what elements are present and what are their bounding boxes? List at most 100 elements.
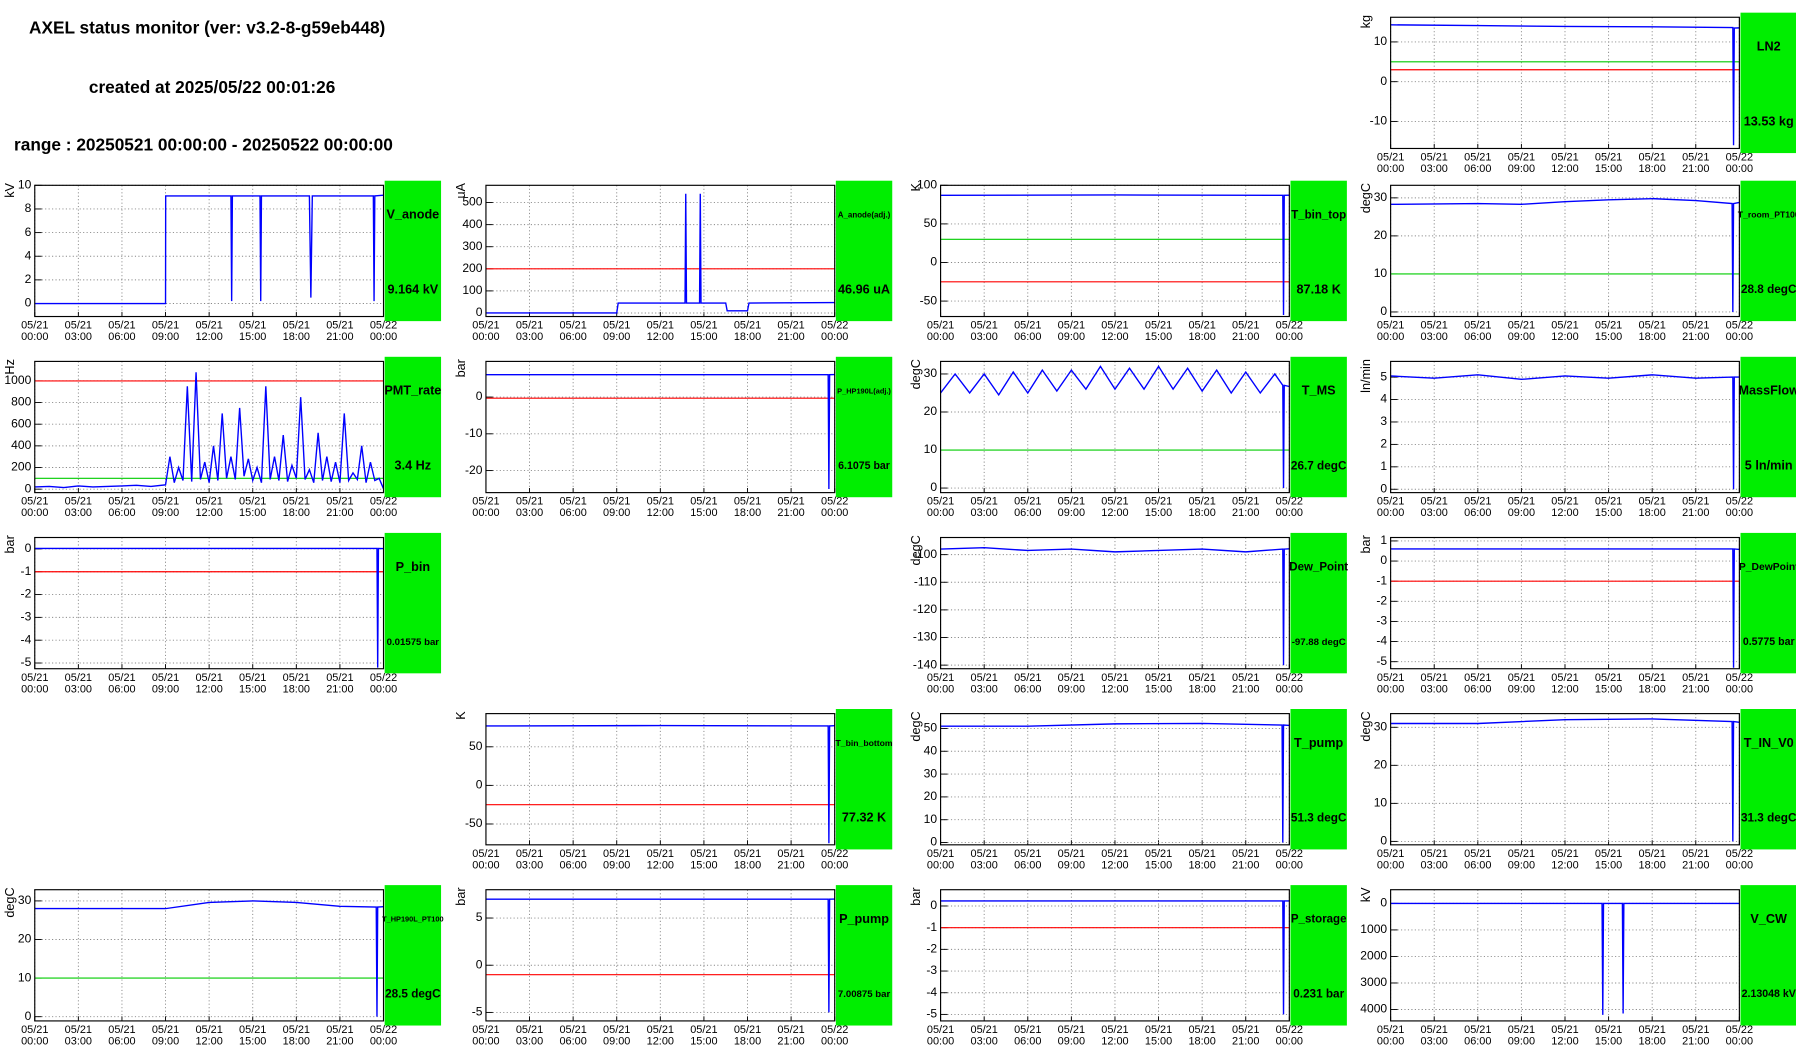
x-tick-label: 05/21 [1464, 672, 1491, 684]
x-tick-label: 05/21 [1595, 320, 1622, 332]
x-tick-label: 05/21 [927, 496, 954, 508]
x-tick-label: 05/21 [1551, 496, 1578, 508]
x-tick-label: 05/21 [472, 320, 499, 332]
x-tick-label: 05/21 [603, 1024, 630, 1036]
x-tick-label: 05/21 [516, 496, 543, 508]
x-tick-label: 05/21 [239, 320, 266, 332]
sensor-name: P_HP190L(adj.) [837, 386, 891, 395]
x-tick-label: 05/21 [927, 848, 954, 860]
y-tick-label: 0 [1380, 834, 1387, 848]
x-tick-label: 03:00 [971, 331, 998, 343]
y-tick-label: 20 [924, 404, 938, 418]
x-tick-label: 00:00 [21, 683, 48, 695]
sensor-value: 87.18 K [1297, 282, 1342, 296]
x-tick-label: 18:00 [734, 859, 761, 871]
x-tick-label: 05/22 [1726, 1024, 1753, 1036]
plot-frame [485, 184, 836, 318]
y-tick-label: 1 [1380, 459, 1387, 473]
x-tick-label: 05/21 [1464, 152, 1491, 164]
x-tick-label: 12:00 [647, 859, 674, 871]
x-tick-label: 05/21 [1682, 320, 1709, 332]
sensor-name: T_IN_V0 [1744, 736, 1794, 750]
y-tick-label: -120 [913, 602, 937, 616]
x-tick-label: 05/21 [1464, 848, 1491, 860]
x-tick-label: 09:00 [1508, 507, 1535, 519]
x-tick-label: 05/21 [1595, 152, 1622, 164]
sensor-value: 2.13048 kV [1742, 988, 1796, 1000]
series-line [34, 194, 384, 305]
status-box [835, 356, 893, 498]
sensor-value: 0.01575 bar [387, 637, 440, 648]
status-box [1740, 885, 1796, 1026]
x-tick-label: 05/21 [1232, 672, 1259, 684]
x-tick-label: 05/21 [152, 672, 179, 684]
x-tick-label: 00:00 [821, 1036, 848, 1048]
x-tick-label: 12:00 [1551, 507, 1578, 519]
sensor-value: 0.231 bar [1293, 988, 1344, 1001]
x-tick-label: 15:00 [1595, 331, 1622, 343]
x-tick-label: 00:00 [1726, 859, 1753, 871]
x-tick-label: 15:00 [1595, 507, 1622, 519]
sensor-value: 9.164 kV [388, 282, 439, 296]
status-box [384, 885, 442, 1026]
y-tick-label: 0 [1380, 74, 1387, 88]
status-box [384, 532, 442, 674]
y-tick-label: 30 [924, 366, 938, 380]
series-line [34, 372, 385, 490]
sensor-value: 6.1075 bar [838, 460, 890, 472]
x-tick-label: 21:00 [1232, 331, 1259, 343]
x-tick-label: 21:00 [1682, 683, 1709, 695]
x-tick-label: 03:00 [971, 683, 998, 695]
x-tick-label: 05/21 [65, 1024, 92, 1036]
unit-label: degC [3, 887, 17, 917]
y-tick-label: 1 [1380, 533, 1387, 547]
x-tick-label: 06:00 [1464, 507, 1491, 519]
x-tick-label: 05/21 [1101, 320, 1128, 332]
x-tick-label: 05/21 [559, 496, 586, 508]
x-tick-label: 03:00 [1421, 683, 1448, 695]
x-tick-label: 00:00 [1726, 163, 1753, 175]
x-tick-label: 05/21 [1188, 848, 1215, 860]
sensor-value: 77.32 K [842, 811, 887, 825]
x-tick-label: 05/21 [1058, 320, 1085, 332]
y-tick-label: 400 [462, 217, 482, 231]
x-tick-label: 00:00 [1377, 859, 1404, 871]
x-tick-label: 05/21 [603, 496, 630, 508]
x-tick-label: 09:00 [1058, 1036, 1085, 1048]
series-line [940, 365, 1290, 489]
x-tick-label: 05/21 [690, 1024, 717, 1036]
x-tick-label: 05/21 [1551, 152, 1578, 164]
unit-label: degC [909, 359, 923, 389]
x-tick-label: 12:00 [195, 1036, 222, 1048]
sensor-name: MassFlow [1738, 384, 1796, 398]
x-tick-label: 15:00 [1595, 163, 1622, 175]
x-tick-label: 05/21 [1639, 320, 1666, 332]
sensor-name: LN2 [1757, 40, 1781, 54]
x-tick-label: 09:00 [1058, 507, 1085, 519]
x-tick-label: 00:00 [927, 1036, 954, 1048]
x-tick-label: 18:00 [1188, 331, 1215, 343]
x-tick-label: 18:00 [734, 331, 761, 343]
sensor-name: T_bin_bottom [836, 738, 893, 748]
x-tick-label: 06:00 [1464, 331, 1491, 343]
x-tick-label: 05/21 [472, 1024, 499, 1036]
plot-frame [940, 713, 1290, 846]
x-tick-label: 05/21 [239, 672, 266, 684]
series-line [1390, 548, 1740, 668]
y-tick-label: -2 [21, 587, 32, 601]
sensor-name: P_DewPoint [1739, 562, 1796, 573]
y-tick-label: 10 [924, 442, 938, 456]
x-tick-label: 05/22 [1726, 848, 1753, 860]
x-tick-label: 05/21 [1639, 1024, 1666, 1036]
x-tick-label: 12:00 [1551, 163, 1578, 175]
x-tick-label: 05/21 [603, 320, 630, 332]
y-tick-label: 0 [476, 305, 483, 319]
x-tick-label: 00:00 [1726, 331, 1753, 343]
x-tick-label: 03:00 [65, 1036, 92, 1048]
sensor-name: PMT_rate [384, 384, 441, 398]
sensor-value: 0.5775 bar [1743, 636, 1795, 648]
x-tick-label: 05/21 [1014, 496, 1041, 508]
x-tick-label: 05/21 [1682, 496, 1709, 508]
x-tick-label: 21:00 [326, 507, 353, 519]
sensor-value: 26.7 degC [1291, 459, 1347, 472]
